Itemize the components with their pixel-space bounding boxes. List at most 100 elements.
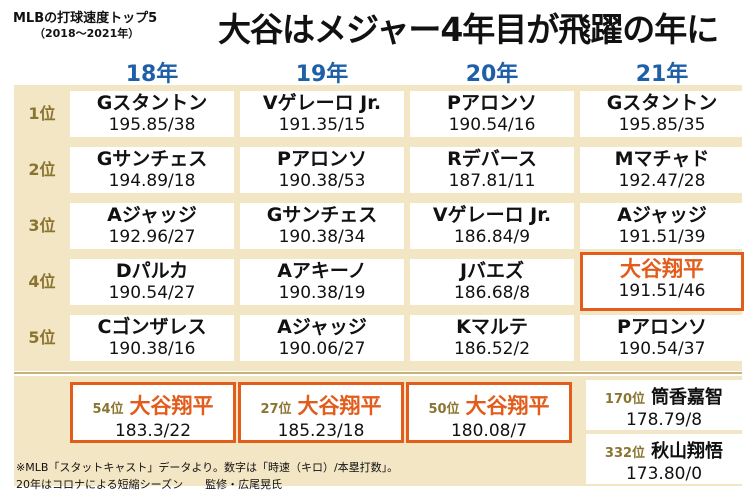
table-row: 3位 Aジャッジ 192.96/27 Gサンチェス 190.38/34 Vゲレー… [14, 199, 744, 253]
player-name: Pアロンソ [277, 148, 367, 170]
player-cell: Aジャッジ 191.51/39 [580, 203, 744, 249]
player-name: Gサンチェス [96, 148, 208, 170]
player-cell: Gスタントン 195.85/38 [70, 91, 234, 137]
player-name: Gスタントン [96, 92, 208, 114]
column-header-19: 19年 [295, 62, 349, 87]
player-cell: Vゲレーロ Jr. 186.84/9 [410, 203, 574, 249]
column-header-20: 20年 [465, 62, 519, 87]
player-stat: 195.85/38 [108, 115, 196, 135]
player-cell: Cゴンザレス 190.38/16 [70, 315, 234, 361]
ranking-table: 1位 Gスタントン 195.85/38 Vゲレーロ Jr. 191.35/15 … [14, 85, 744, 371]
player-name: Rデバース [447, 148, 537, 170]
footnote-credit: 20年はコロナによる短縮シーズン 監修・広尾晃氏 [16, 478, 283, 491]
player-stat: 190.38/53 [278, 171, 366, 191]
player-stat: 190.38/34 [278, 227, 366, 247]
player-stat: 191.51/39 [618, 227, 706, 247]
table-row: 1位 Gスタントン 195.85/38 Vゲレーロ Jr. 191.35/15 … [14, 87, 744, 141]
ohtani-rank: 27位 [260, 402, 292, 417]
player-stat: 190.38/16 [108, 339, 196, 359]
ohtani-highlight-cell: 大谷翔平 191.51/46 [580, 252, 744, 311]
player-cell: Aジャッジ 192.96/27 [70, 203, 234, 249]
subtitle-years: （2018〜2021年） [34, 27, 140, 40]
player-name: Aジャッジ [277, 316, 367, 338]
player-cell: Pアロンソ 190.54/37 [580, 315, 744, 361]
player-cell: Aジャッジ 190.06/27 [240, 315, 404, 361]
player-stat: 195.85/35 [618, 115, 706, 135]
japanese-rank: 332位 [604, 446, 646, 461]
player-stat: 186.52/2 [453, 339, 531, 359]
player-stat: 190.54/27 [108, 283, 196, 303]
player-stat: 192.96/27 [108, 227, 196, 247]
japanese-stat: 178.79/8 [625, 410, 703, 430]
column-header-18: 18年 [125, 62, 179, 87]
ohtani-stat: 185.23/18 [277, 421, 365, 441]
player-cell: Gサンチェス 194.89/18 [70, 147, 234, 193]
player-cell: Kマルテ 186.52/2 [410, 315, 574, 361]
ohtani-name: 大谷翔平 [297, 394, 382, 418]
player-cell: Mマチャド 192.47/28 [580, 147, 744, 193]
player-name: Jバエズ [459, 260, 525, 282]
japanese-rank: 170位 [604, 392, 646, 407]
table-row: 5位 Cゴンザレス 190.38/16 Aジャッジ 190.06/27 Kマルテ… [14, 311, 744, 365]
player-name: Kマルテ [456, 316, 528, 338]
table-row: 2位 Gサンチェス 194.89/18 Pアロンソ 190.38/53 Rデバー… [14, 143, 744, 197]
japanese-stat: 173.80/0 [625, 464, 703, 484]
ohtani-ranking-panel: 54位 大谷翔平 183.3/22 27位 大谷翔平 185.23/18 50位 大谷… [14, 376, 742, 486]
player-name: Vゲレーロ Jr. [432, 204, 552, 226]
rank-label: 2位 [28, 160, 56, 179]
player-stat: 190.54/16 [448, 115, 536, 135]
ohtani-box-20: 50位 大谷翔平 180.08/7 [406, 382, 572, 443]
ohtani-rank: 54位 [92, 402, 124, 417]
ohtani-name: 大谷翔平 [465, 394, 550, 418]
player-stat: 191.51/46 [618, 281, 706, 301]
player-cell: Pアロンソ 190.38/53 [240, 147, 404, 193]
section-divider [14, 372, 742, 374]
ohtani-box-18: 54位 大谷翔平 183.3/22 [70, 382, 236, 443]
player-cell: Aアキーノ 190.38/19 [240, 259, 404, 305]
headline: 大谷はメジャー4年目が飛躍の年に [218, 10, 719, 49]
player-cell: Gサンチェス 190.38/34 [240, 203, 404, 249]
player-name: Vゲレーロ Jr. [262, 92, 382, 114]
player-stat: 190.06/27 [278, 339, 366, 359]
player-stat: 194.89/18 [108, 171, 196, 191]
column-header-21: 21年 [635, 62, 689, 87]
player-cell: Rデバース 187.81/11 [410, 147, 574, 193]
player-name: Gスタントン [606, 92, 718, 114]
player-name: Aジャッジ [107, 204, 197, 226]
japanese-player-box: 170位 筒香嘉智 178.79/8 [586, 380, 742, 430]
player-name: Dパルカ [115, 260, 189, 282]
player-stat: 192.47/28 [618, 171, 706, 191]
ohtani-box-19: 27位 大谷翔平 185.23/18 [238, 382, 404, 443]
japanese-player-box: 332位 秋山翔悟 173.80/0 [586, 434, 742, 484]
player-stat: 190.54/37 [618, 339, 706, 359]
ohtani-stat: 180.08/7 [450, 421, 528, 441]
player-name: 大谷翔平 [620, 257, 704, 281]
ohtani-name: 大谷翔平 [129, 394, 214, 418]
player-cell: Pアロンソ 190.54/16 [410, 91, 574, 137]
player-stat: 187.81/11 [448, 171, 536, 191]
player-cell: Jバエズ 186.68/8 [410, 259, 574, 305]
player-stat: 191.35/15 [278, 115, 366, 135]
player-name: Cゴンザレス [97, 316, 207, 338]
ohtani-stat: 183.3/22 [114, 421, 192, 441]
player-cell: Vゲレーロ Jr. 191.35/15 [240, 91, 404, 137]
player-cell: Gスタントン 195.85/35 [580, 91, 744, 137]
player-name: Aジャッジ [617, 204, 707, 226]
rank-label: 5位 [28, 328, 56, 347]
japanese-name: 筒香嘉智 [651, 387, 724, 408]
rank-label: 3位 [28, 216, 56, 235]
japanese-name: 秋山翔悟 [651, 441, 724, 462]
footnote: ※MLB「スタットキャスト」データより。数字は「時速（キロ）/本塁打数」。 [16, 461, 399, 474]
table-row: 4位 Dパルカ 190.54/27 Aアキーノ 190.38/19 Jバエズ 1… [14, 252, 744, 311]
player-stat: 190.38/19 [278, 283, 366, 303]
player-stat: 186.68/8 [453, 283, 531, 303]
player-name: Aアキーノ [277, 260, 367, 282]
player-name: Mマチャド [614, 148, 710, 170]
player-cell: Dパルカ 190.54/27 [70, 259, 234, 305]
player-name: Pアロンソ [447, 92, 537, 114]
rank-label: 1位 [28, 104, 56, 123]
player-name: Gサンチェス [266, 204, 378, 226]
ohtani-rank: 50位 [428, 402, 460, 417]
rank-label: 4位 [28, 272, 56, 291]
